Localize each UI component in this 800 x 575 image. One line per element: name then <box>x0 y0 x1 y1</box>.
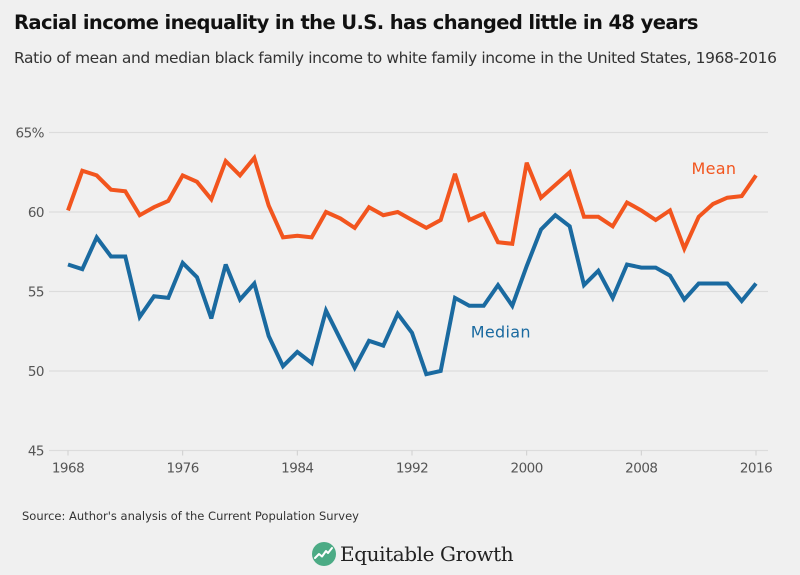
y-tick-label: 55 <box>28 285 44 301</box>
data-points-median <box>67 215 757 375</box>
y-tick-label: 65% <box>15 126 44 142</box>
x-axis: 1968 1976 1984 1992 2000 2008 2016 <box>52 450 773 477</box>
y-axis: 65% 60 55 50 45 <box>15 126 45 460</box>
brand-logo: Equitable Growth <box>312 540 514 568</box>
y-tick-label: 50 <box>28 364 44 380</box>
chart-subtitle: Ratio of mean and median black family in… <box>14 49 777 67</box>
x-tick-label: 1976 <box>166 461 198 477</box>
chart-title: Racial income inequality in the U.S. has… <box>14 11 699 34</box>
series-label-mean: Mean <box>692 159 737 178</box>
gridlines <box>49 131 768 452</box>
source-note: Source: Author's analysis of the Current… <box>22 509 359 523</box>
x-tick-label: 2000 <box>510 461 542 477</box>
x-tick-label: 2016 <box>740 461 772 477</box>
series-label-median: Median <box>471 323 531 342</box>
y-tick-label: 45 <box>28 444 44 460</box>
series-labels: Mean Median <box>471 159 737 342</box>
series-lines <box>66 153 758 377</box>
line-chart: 65% 60 55 50 45 1968 1976 1984 1992 2000 2008 2016… <box>15 126 773 477</box>
x-tick-label: 1992 <box>396 461 428 477</box>
equitable-growth-logo-icon <box>312 542 336 566</box>
series-line-mean <box>66 153 758 254</box>
y-tick-label: 60 <box>28 205 44 221</box>
brand-name: Equitable Growth <box>340 542 514 566</box>
x-tick-label: 2008 <box>625 461 657 477</box>
series-line-median <box>67 212 758 377</box>
x-tick-label: 1984 <box>281 461 313 477</box>
x-tick-label: 1968 <box>52 461 84 477</box>
data-points-mean <box>67 157 757 249</box>
